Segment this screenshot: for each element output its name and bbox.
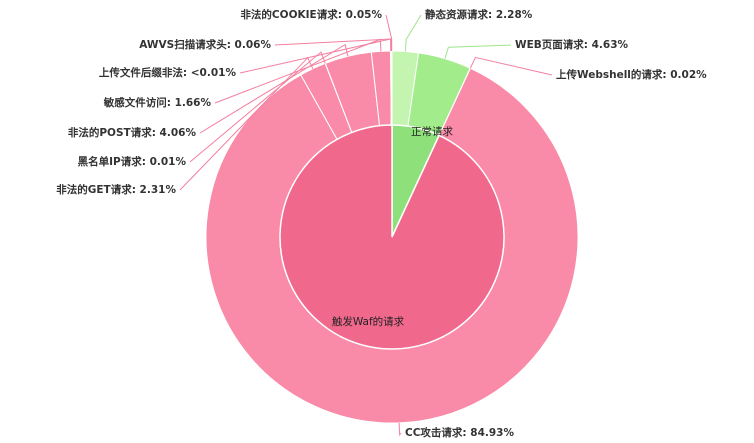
slice-label: 触发Waf的请求: [332, 315, 405, 328]
segment-label: 上传Webshell的请求: 0.02%: [556, 68, 707, 81]
segment-label: 黑名单IP请求: 0.01%: [78, 155, 187, 168]
segment-label: 上传文件后缀非法: <0.01%: [99, 66, 237, 79]
segment-label: AWVS扫描请求头: 0.06%: [139, 38, 271, 51]
leader-line: [189, 51, 326, 163]
segment-label: 非法的GET请求: 2.31%: [56, 183, 176, 196]
leader-line: [398, 422, 402, 437]
leader-line: [444, 44, 512, 59]
segment-label: CC攻击请求: 84.93%: [405, 426, 514, 439]
slice-label: 正常请求: [411, 125, 453, 138]
leader-line: [274, 38, 392, 52]
segment-label: 非法的POST请求: 4.06%: [68, 126, 197, 139]
leader-line: [469, 56, 553, 76]
segment-label: 非法的COOKIE请求: 0.05%: [240, 8, 382, 21]
segment-label: 敏感文件访问: 1.66%: [103, 96, 212, 109]
ring-segment: [390, 50, 393, 126]
segment-label: 静态资源请求: 2.28%: [425, 8, 533, 21]
leader-line: [385, 14, 393, 52]
segment-label: WEB页面请求: 4.63%: [515, 38, 629, 51]
leader-line: [404, 14, 422, 52]
pie-slice: [279, 124, 505, 350]
